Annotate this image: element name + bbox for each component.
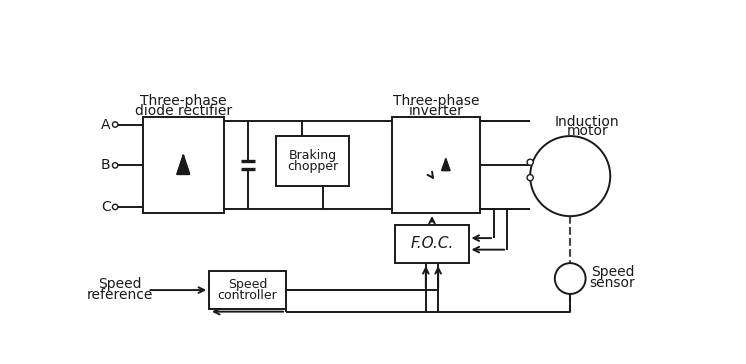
- Text: Speed: Speed: [98, 277, 142, 291]
- Bar: [392, 117, 480, 213]
- Text: inverter: inverter: [408, 104, 463, 118]
- Text: diode rectifier: diode rectifier: [135, 104, 232, 118]
- Text: Speed: Speed: [591, 265, 634, 280]
- Text: Three-phase: Three-phase: [392, 94, 479, 108]
- Bar: [276, 136, 349, 186]
- Text: chopper: chopper: [287, 160, 338, 173]
- Circle shape: [555, 263, 586, 294]
- Text: Induction: Induction: [555, 115, 619, 129]
- Circle shape: [527, 159, 533, 165]
- Polygon shape: [177, 156, 189, 174]
- Circle shape: [113, 163, 118, 168]
- Text: C: C: [101, 200, 110, 214]
- Text: sensor: sensor: [589, 276, 636, 290]
- Text: controller: controller: [218, 289, 278, 302]
- Text: B: B: [101, 158, 110, 172]
- Bar: [142, 117, 224, 213]
- Polygon shape: [442, 159, 450, 170]
- Circle shape: [113, 204, 118, 210]
- Circle shape: [530, 136, 610, 216]
- Text: F.O.C.: F.O.C.: [410, 236, 454, 252]
- Text: Three-phase: Three-phase: [140, 94, 227, 108]
- Circle shape: [527, 175, 533, 181]
- Bar: [209, 271, 286, 309]
- Text: Speed: Speed: [228, 278, 267, 291]
- Bar: [395, 225, 468, 263]
- Text: A: A: [101, 118, 110, 131]
- Text: reference: reference: [87, 288, 153, 302]
- Circle shape: [113, 122, 118, 127]
- Text: Braking: Braking: [289, 149, 336, 162]
- Text: motor: motor: [566, 124, 608, 138]
